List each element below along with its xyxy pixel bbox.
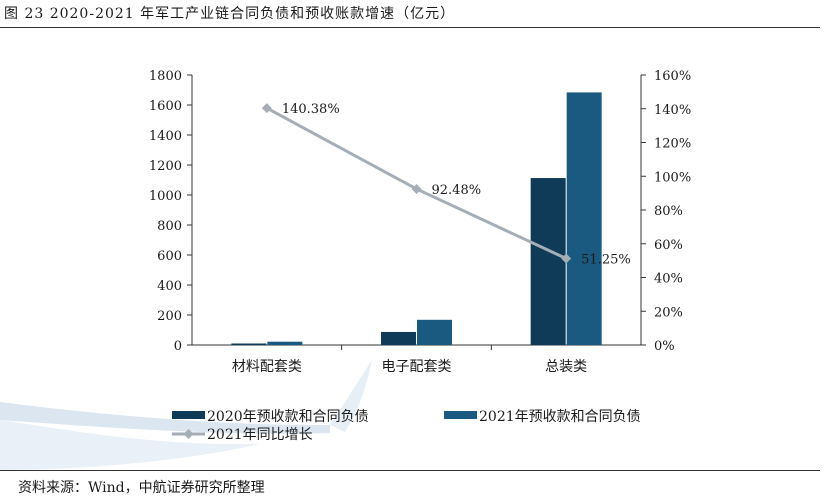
growth-data-label: 51.25% xyxy=(581,253,631,268)
left-axis-tick-label: 200 xyxy=(157,309,182,324)
right-axis-tick-label: 80% xyxy=(654,204,683,219)
legend-swatch-2020 xyxy=(172,411,205,419)
left-axis-tick-label: 800 xyxy=(157,219,182,234)
legend-label-2020: 2020年预收款和合同负债 xyxy=(207,409,369,425)
growth-marker xyxy=(261,103,272,114)
bar-2021 xyxy=(267,341,303,345)
source-note: 资料来源：Wind，中航证券研究所整理 xyxy=(18,480,265,496)
legend-swatch-2021 xyxy=(444,411,477,419)
chart-title: 图 23 2020-2021 年军工产业链合同负债和预收账款增速（亿元） xyxy=(4,6,456,22)
footer-divider xyxy=(0,470,820,471)
growth-marker xyxy=(561,253,572,264)
left-axis-tick-label: 400 xyxy=(157,279,182,294)
bar-2020 xyxy=(381,331,416,345)
legend-marker-growth xyxy=(183,429,194,439)
title-divider xyxy=(0,27,820,28)
left-axis-tick-label: 600 xyxy=(157,249,182,264)
right-axis-tick-label: 60% xyxy=(654,238,683,253)
bar-2021 xyxy=(417,319,452,345)
left-axis-tick-label: 1200 xyxy=(149,159,182,174)
growth-data-label: 140.38% xyxy=(282,102,340,117)
right-axis-tick-label: 120% xyxy=(654,137,691,152)
legend-label-2021: 2021年预收款和合同负债 xyxy=(479,409,641,425)
right-axis-tick-label: 20% xyxy=(654,305,683,320)
left-axis-tick-label: 1600 xyxy=(149,99,182,114)
right-axis-tick-label: 0% xyxy=(654,339,675,354)
bar-2020 xyxy=(231,343,267,345)
growth-line xyxy=(266,106,567,260)
left-axis-tick-label: 1000 xyxy=(149,189,182,204)
legend-label-growth: 2021年同比增长 xyxy=(207,427,313,443)
right-axis-tick-label: 40% xyxy=(654,272,683,287)
right-axis-tick-label: 140% xyxy=(654,103,691,118)
category-label: 材料配套类 xyxy=(232,359,302,375)
growth-data-label: 92.48% xyxy=(432,183,482,198)
right-axis-tick-label: 160% xyxy=(654,69,691,84)
bar-2020 xyxy=(530,178,566,345)
left-axis-tick-label: 0 xyxy=(174,339,182,354)
left-axis-tick-label: 1800 xyxy=(149,69,182,84)
category-label: 电子配套类 xyxy=(382,359,452,375)
category-label: 总装类 xyxy=(545,359,587,375)
left-axis-tick-label: 1400 xyxy=(149,129,182,144)
growth-marker xyxy=(411,183,422,194)
right-axis-tick-label: 100% xyxy=(654,170,691,185)
bar-2021 xyxy=(566,92,602,346)
